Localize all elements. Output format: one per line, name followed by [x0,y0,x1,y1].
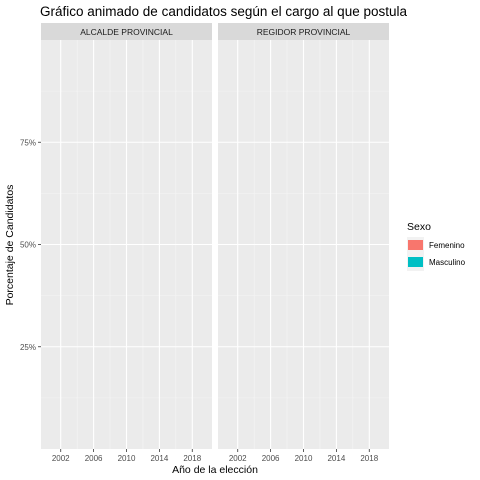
x-tick-label: 2018 [183,454,201,463]
facet-panel: REGIDOR PROVINCIAL [218,23,389,449]
legend-swatch [408,257,423,267]
x-tick-label: 2018 [360,454,378,463]
x-tick-label: 2006 [85,454,103,463]
x-tick-label: 2002 [229,454,247,463]
y-axis-title: Porcentaje de Candidatos [4,185,16,306]
facet-panel: ALCALDE PROVINCIAL [41,23,212,449]
x-tick-label: 2006 [262,454,280,463]
facet-strip-label: ALCALDE PROVINCIAL [80,27,173,37]
y-tick-label: 25% [20,343,36,352]
x-tick-label: 2014 [150,454,168,463]
y-tick-label: 75% [20,138,36,147]
facet-strip [41,23,212,40]
legend-label: Masculino [429,258,466,267]
x-tick-label: 2010 [295,454,313,463]
x-axis-title: Año de la elección [172,464,258,476]
y-tick-label: 50% [20,241,36,250]
chart-title: Gráfico animado de candidatos según el c… [40,4,407,19]
x-tick-label: 2014 [327,454,345,463]
facet-strip [218,23,389,40]
legend: Sexo Femenino Masculino [407,221,466,271]
legend-swatch [408,240,423,250]
x-tick-label: 2002 [52,454,70,463]
x-axes: 2002 2006 2010 2014 2018 2002 2006 2010 2014 2018 [52,449,379,463]
facet-panels: ALCALDE PROVINCIAL REGIDOR PROVINCIAL [41,23,389,449]
legend-title: Sexo [407,221,431,233]
legend-label: Femenino [429,241,465,250]
facet-strip-label: REGIDOR PROVINCIAL [257,27,351,37]
x-tick-label: 2010 [118,454,136,463]
y-axis: 25% 50% 75% [20,138,41,352]
